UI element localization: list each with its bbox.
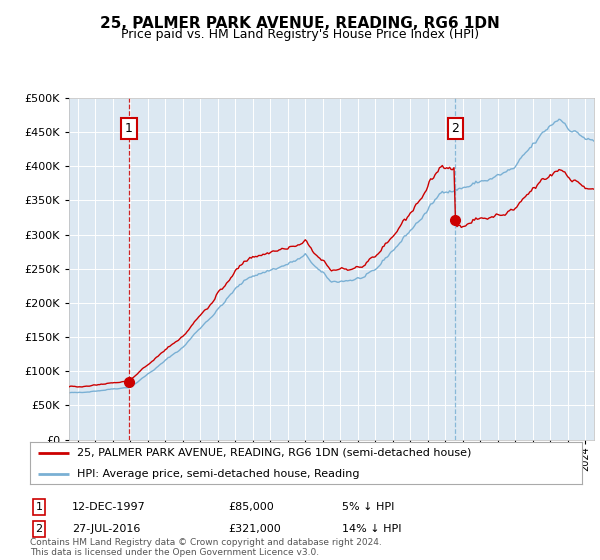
Text: HPI: Average price, semi-detached house, Reading: HPI: Average price, semi-detached house,…	[77, 469, 359, 479]
Text: 27-JUL-2016: 27-JUL-2016	[72, 524, 140, 534]
Text: 14% ↓ HPI: 14% ↓ HPI	[342, 524, 401, 534]
Text: 5% ↓ HPI: 5% ↓ HPI	[342, 502, 394, 512]
Text: Contains HM Land Registry data © Crown copyright and database right 2024.
This d: Contains HM Land Registry data © Crown c…	[30, 538, 382, 557]
Text: 25, PALMER PARK AVENUE, READING, RG6 1DN: 25, PALMER PARK AVENUE, READING, RG6 1DN	[100, 16, 500, 31]
Text: 2: 2	[451, 122, 459, 136]
Text: Price paid vs. HM Land Registry's House Price Index (HPI): Price paid vs. HM Land Registry's House …	[121, 28, 479, 41]
Text: 2: 2	[35, 524, 43, 534]
Text: £321,000: £321,000	[228, 524, 281, 534]
Text: £85,000: £85,000	[228, 502, 274, 512]
Text: 12-DEC-1997: 12-DEC-1997	[72, 502, 146, 512]
Text: 25, PALMER PARK AVENUE, READING, RG6 1DN (semi-detached house): 25, PALMER PARK AVENUE, READING, RG6 1DN…	[77, 448, 471, 458]
Text: 1: 1	[35, 502, 43, 512]
Text: 1: 1	[125, 122, 133, 136]
